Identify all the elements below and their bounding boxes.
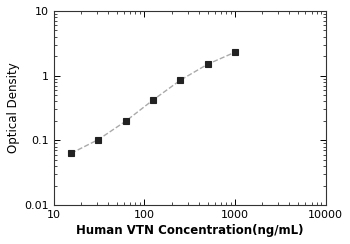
X-axis label: Human VTN Concentration(ng/mL): Human VTN Concentration(ng/mL)	[76, 224, 303, 237]
Y-axis label: Optical Density: Optical Density	[7, 63, 20, 153]
